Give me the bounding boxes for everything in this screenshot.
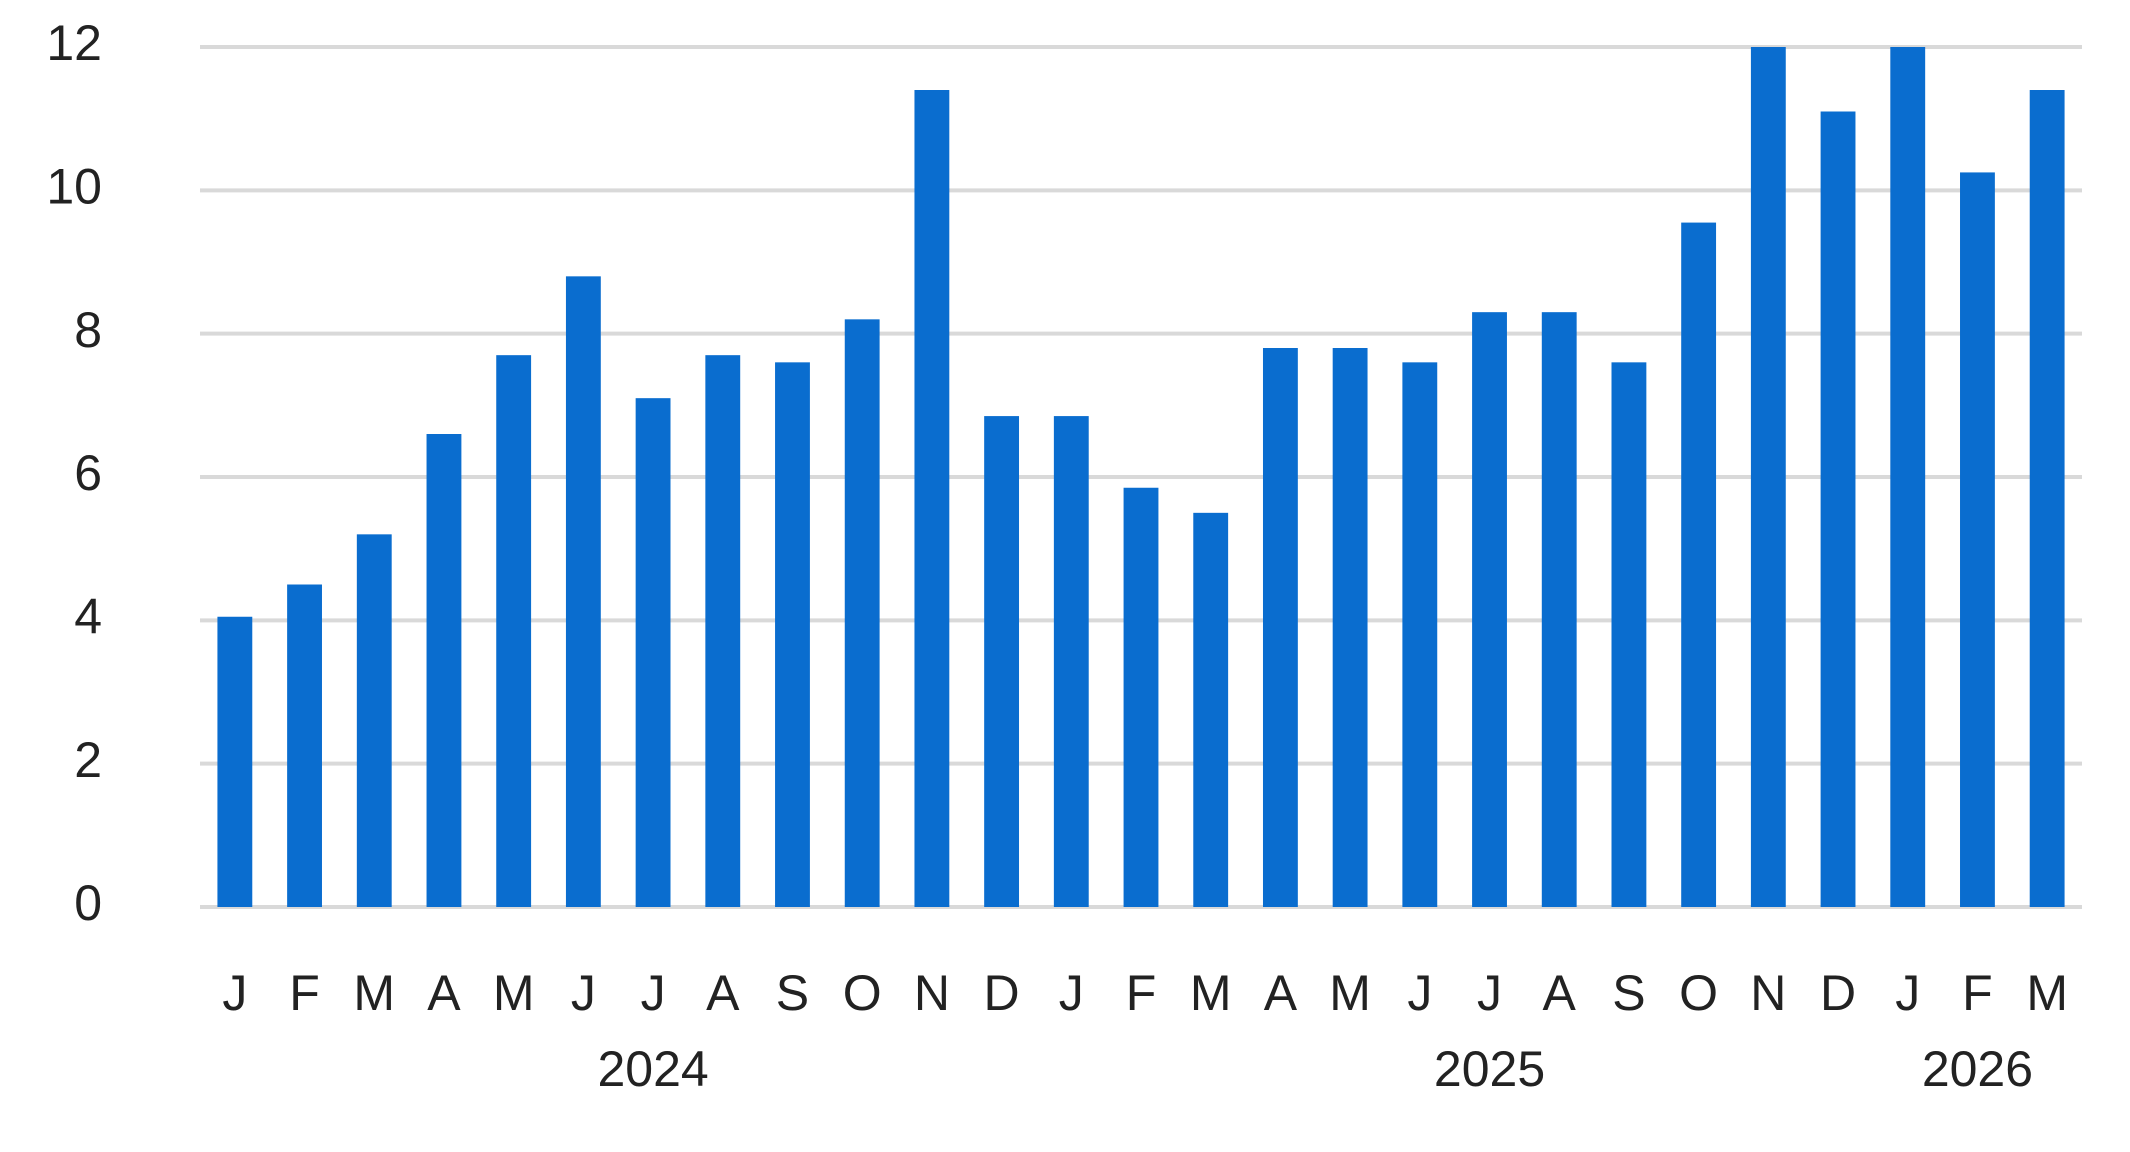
y-tick-label: 12	[46, 15, 102, 71]
bar	[1332, 348, 1368, 907]
bar	[1890, 47, 1926, 907]
bar	[1193, 512, 1229, 907]
x-tick-label: A	[1264, 965, 1298, 1021]
x-tick-label: M	[1190, 965, 1232, 1021]
bar	[635, 398, 671, 907]
x-tick-label: M	[353, 965, 395, 1021]
bar	[287, 584, 322, 907]
bar	[1053, 416, 1089, 907]
x-tick-label: N	[1750, 965, 1786, 1021]
x-tick-label: A	[427, 965, 461, 1021]
year-label: 2025	[1434, 1041, 1545, 1097]
bar	[1541, 312, 1577, 908]
y-tick-label: 0	[74, 875, 102, 931]
bar	[1402, 362, 1438, 907]
bar	[1960, 172, 1995, 907]
y-tick-label: 10	[46, 159, 102, 215]
x-tick-label: J	[571, 965, 596, 1021]
bar	[1750, 47, 1786, 907]
bar	[1123, 487, 1159, 907]
x-tick-label: J	[641, 965, 666, 1021]
x-tick-label: O	[1679, 965, 1718, 1021]
y-tick-label: 2	[74, 732, 102, 788]
bar	[1681, 222, 1717, 908]
bar	[426, 434, 462, 907]
y-tick-label: 4	[74, 589, 102, 645]
bar	[1262, 348, 1298, 907]
bar	[565, 276, 601, 907]
bar	[2029, 90, 2065, 907]
x-tick-label: N	[914, 965, 950, 1021]
year-label: 2024	[597, 1041, 708, 1097]
bar	[984, 416, 1020, 907]
x-tick-label: J	[1059, 965, 1084, 1021]
x-tick-label: F	[1962, 965, 1993, 1021]
x-tick-label: D	[984, 965, 1020, 1021]
y-tick-label: 6	[74, 445, 102, 501]
bar	[914, 90, 950, 907]
bar	[496, 355, 532, 908]
x-tick-label: J	[1477, 965, 1502, 1021]
x-tick-label: M	[493, 965, 535, 1021]
x-tick-label: J	[1895, 965, 1920, 1021]
bar	[775, 362, 810, 907]
x-tick-label: J	[222, 965, 247, 1021]
x-tick-label: A	[706, 965, 740, 1021]
bar	[1611, 362, 1647, 907]
x-tick-label: S	[1612, 965, 1645, 1021]
bar	[844, 319, 880, 907]
x-tick-label: M	[1329, 965, 1371, 1021]
x-tick-label: F	[1126, 965, 1157, 1021]
x-tick-label: F	[289, 965, 320, 1021]
x-tick-label: O	[843, 965, 882, 1021]
y-tick-label: 8	[74, 302, 102, 358]
bar	[1820, 111, 1856, 907]
x-tick-label: M	[2026, 965, 2068, 1021]
bar	[1472, 312, 1507, 908]
x-tick-label: A	[1543, 965, 1577, 1021]
x-tick-label: S	[776, 965, 809, 1021]
year-label: 2026	[1922, 1041, 2033, 1097]
x-tick-label: D	[1820, 965, 1856, 1021]
bar	[705, 355, 741, 908]
x-tick-label: J	[1407, 965, 1432, 1021]
bar	[356, 534, 392, 907]
bar	[217, 616, 253, 907]
